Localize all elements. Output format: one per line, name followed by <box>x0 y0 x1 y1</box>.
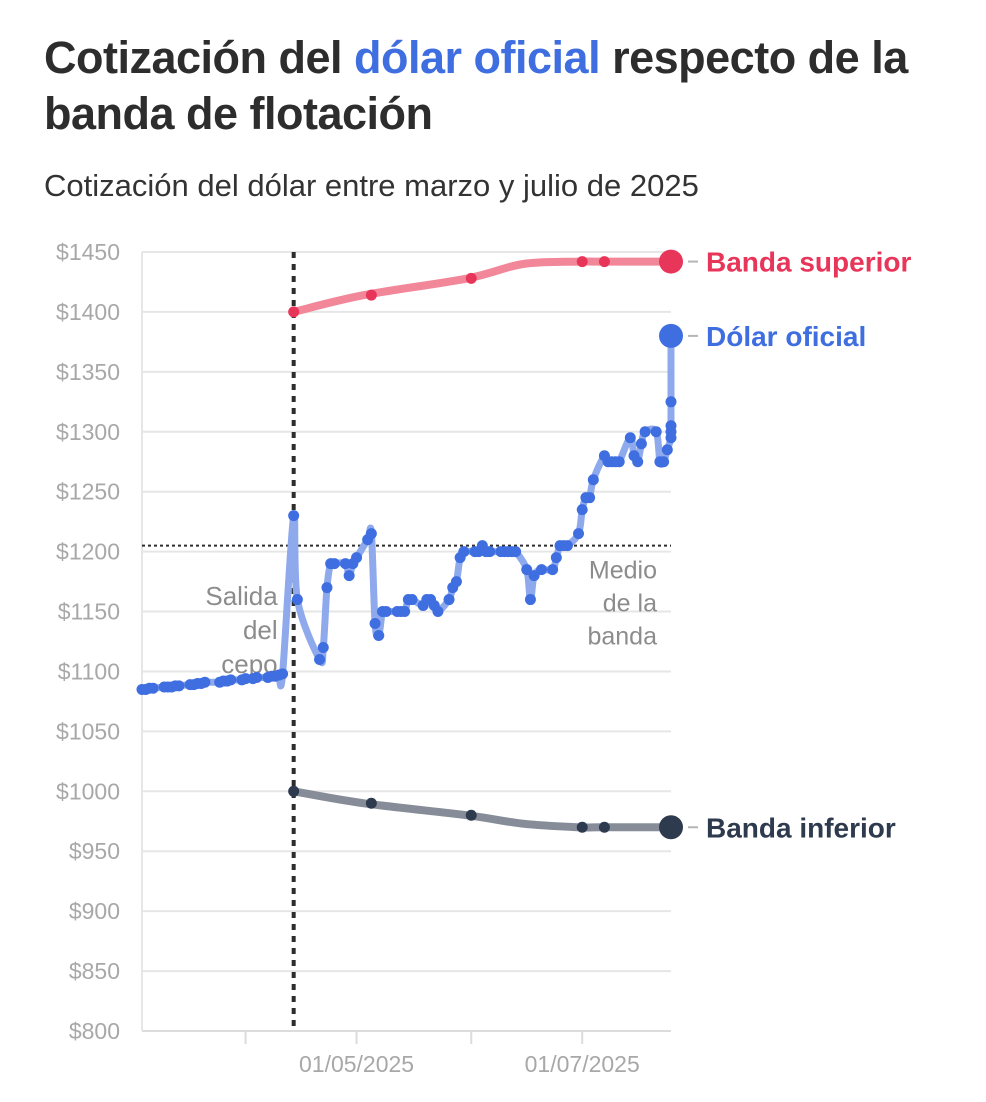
official-point <box>288 510 300 522</box>
y-tick-label: $1250 <box>56 479 120 505</box>
official-point <box>147 682 159 694</box>
upper-point <box>576 256 588 268</box>
official-point <box>314 653 326 665</box>
upper-point <box>288 306 300 318</box>
official-point <box>432 606 444 618</box>
band-midpoint-label: de la <box>603 590 657 618</box>
official-point <box>365 528 377 540</box>
official-point <box>399 606 411 618</box>
upper-point <box>465 272 477 284</box>
upper-end-point <box>659 249 683 274</box>
title-post: respecto de la banda de flotación <box>44 32 908 139</box>
official-point <box>561 540 573 552</box>
gridlines <box>142 251 671 1032</box>
official-point <box>536 564 548 576</box>
official-point <box>199 676 211 688</box>
official-point <box>251 671 263 683</box>
official-point <box>458 546 470 558</box>
y-tick-label: $1200 <box>56 539 120 565</box>
page-subtitle: Cotización del dólar entre marzo y julio… <box>44 168 699 203</box>
x-tick-label: 01/05/2025 <box>299 1051 414 1077</box>
y-tick-label: $1100 <box>58 658 120 684</box>
official-series-label: Dólar oficial <box>706 321 866 352</box>
y-tick-label: $1000 <box>56 778 120 804</box>
upper-point <box>598 256 610 268</box>
y-tick-label: $1150 <box>58 599 120 625</box>
lower-point <box>576 821 588 833</box>
official-point <box>632 456 644 468</box>
official-point <box>225 674 237 686</box>
upper-point <box>365 289 377 301</box>
lower-end-point <box>659 815 683 840</box>
y-axis-ticks: $800 $850 $900 $950 $1000 $1050 $1100 $1150 $120… <box>56 239 120 1044</box>
official-point <box>406 594 418 606</box>
y-tick-label: $900 <box>69 898 120 924</box>
official-point <box>665 396 677 408</box>
lower-line <box>289 787 675 832</box>
official-point <box>173 680 185 692</box>
official-point <box>328 558 340 570</box>
official-point <box>450 576 462 588</box>
official-point <box>665 426 677 438</box>
official-point <box>484 546 496 558</box>
official-point <box>650 426 662 438</box>
official-point <box>521 564 533 576</box>
official-point <box>658 456 670 468</box>
official-point <box>613 456 625 468</box>
official-point <box>380 606 392 618</box>
official-point <box>373 630 385 642</box>
x-axis: 01/05/2025 01/07/2025 <box>141 252 671 1077</box>
y-tick-label: $850 <box>69 958 120 984</box>
page-title: Cotización del dólar oficial respecto de… <box>44 30 964 142</box>
y-tick-label: $950 <box>69 838 120 864</box>
lower-point <box>465 809 477 821</box>
lower-point <box>365 797 377 809</box>
y-tick-label: $800 <box>69 1018 120 1044</box>
official-point <box>343 570 355 582</box>
title-highlight: dólar oficial <box>354 32 601 83</box>
official-point <box>351 552 363 564</box>
official-point <box>573 528 585 540</box>
y-tick-label: $1450 <box>56 239 120 265</box>
official-point <box>291 594 303 606</box>
upper-line <box>289 257 675 316</box>
official-point <box>587 474 599 486</box>
y-tick-label: $1400 <box>56 299 120 325</box>
lower-point <box>288 785 300 797</box>
official-point <box>524 594 536 606</box>
series-labels: Banda superior Banda inferior Dólar oficia… <box>688 247 911 843</box>
official-point <box>584 492 596 504</box>
official-end-point <box>659 323 683 348</box>
y-tick-label: $1350 <box>56 359 120 385</box>
official-point <box>321 582 333 594</box>
official-point <box>547 564 559 576</box>
series-layer <box>136 249 683 840</box>
official-point <box>510 546 522 558</box>
official-point <box>317 641 329 653</box>
official-point <box>661 444 673 456</box>
upper-series-label: Banda superior <box>706 247 911 278</box>
official-point <box>369 618 381 630</box>
official-point <box>277 668 289 680</box>
band-midpoint-label: banda <box>587 623 657 651</box>
exit-cepo-label: del <box>243 615 278 645</box>
official-point <box>528 570 540 582</box>
official-point <box>576 504 588 516</box>
title-pre: Cotización del <box>44 32 355 83</box>
exit-cepo-label: Salida <box>205 581 278 611</box>
y-tick-label: $1300 <box>56 419 120 445</box>
official-point <box>443 594 455 606</box>
official-point <box>550 552 562 564</box>
lower-series-label: Banda inferior <box>706 812 896 843</box>
official-point <box>624 432 636 444</box>
lower-point <box>598 821 610 833</box>
y-tick-label: $1050 <box>56 718 120 744</box>
band-midpoint-label: Medio <box>589 557 657 585</box>
official-point <box>639 426 651 438</box>
x-tick-label: 01/07/2025 <box>525 1051 640 1077</box>
official-point <box>635 438 647 450</box>
